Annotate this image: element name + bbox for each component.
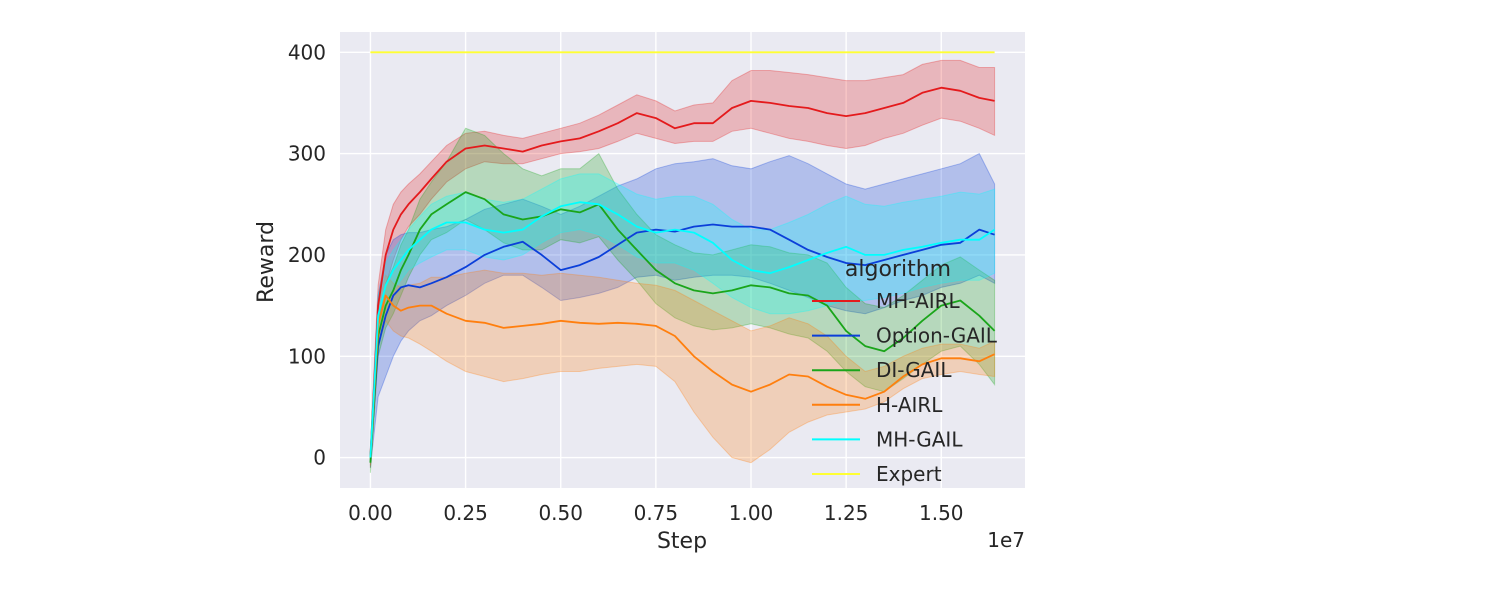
y-axis-ticks: 0 100 200 300 400	[288, 40, 326, 469]
legend-label: DI-GAIL	[876, 358, 952, 382]
confidence-bands	[369, 59, 996, 473]
legend-item-mh-gail: MH-GAIL	[812, 427, 963, 451]
plot-background	[340, 32, 1025, 488]
y-tick-label: 0	[313, 446, 326, 470]
line-mh-gail	[369, 201, 996, 458]
line-mh-airl	[369, 86, 995, 458]
legend-label: MH-GAIL	[876, 427, 963, 451]
band-mh-airl	[369, 59, 996, 468]
x-tick-label: 0.00	[348, 501, 393, 525]
y-tick-label: 400	[288, 40, 326, 64]
legend: algorithm MH-AIRL Option-GAIL DI-GAIL H-AIR…	[812, 257, 998, 486]
legend-item-h-airl: H-AIRL	[812, 393, 943, 417]
band-mh-gail	[369, 173, 996, 463]
legend-item-di-gail: DI-GAIL	[812, 358, 952, 382]
y-tick-label: 300	[288, 142, 326, 166]
x-tick-label: 0.75	[634, 501, 679, 525]
band-h-airl	[369, 269, 996, 466]
grid	[340, 32, 1025, 488]
legend-title: algorithm	[845, 257, 951, 282]
x-axis-label: Step	[657, 529, 707, 554]
series-lines	[369, 51, 996, 463]
x-tick-label: 0.50	[538, 501, 583, 525]
x-tick-label: 1.50	[919, 501, 964, 525]
x-axis-ticks: 0.00 0.25 0.50 0.75 1.00 1.25 1.50	[348, 501, 963, 525]
line-h-airl	[369, 294, 995, 458]
legend-label: Expert	[876, 462, 942, 486]
legend-label: Option-GAIL	[876, 324, 998, 348]
band-di-gail	[369, 127, 996, 473]
band-option-gail	[369, 152, 996, 468]
x-tick-label: 1.25	[824, 501, 869, 525]
line-di-gail	[369, 191, 996, 463]
legend-label: MH-AIRL	[876, 289, 961, 313]
legend-item-option-gail: Option-GAIL	[812, 324, 998, 348]
legend-item-mh-airl: MH-AIRL	[812, 289, 961, 313]
line-option-gail	[369, 223, 995, 458]
y-axis-label: Reward	[254, 221, 279, 303]
legend-label: H-AIRL	[876, 393, 943, 417]
x-tick-label: 0.25	[443, 501, 488, 525]
y-tick-label: 200	[288, 243, 326, 267]
x-tick-label: 1.00	[729, 501, 774, 525]
x-axis-offset-label: 1e7	[987, 528, 1025, 552]
y-tick-label: 100	[288, 344, 326, 368]
legend-item-expert: Expert	[812, 462, 942, 486]
